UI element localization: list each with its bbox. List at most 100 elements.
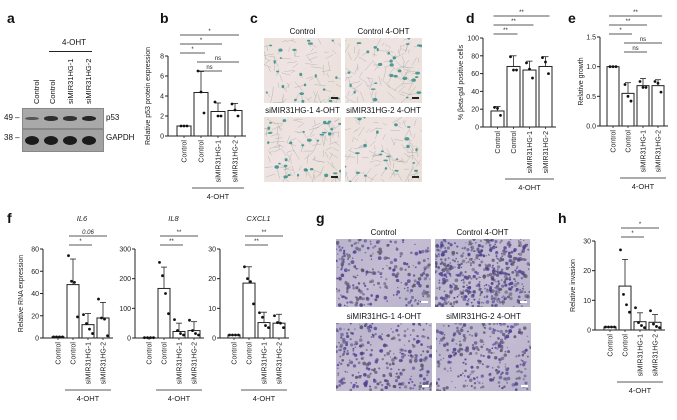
category-label: siMIR31HG-2 — [277, 342, 284, 385]
panel-label-b: b — [160, 10, 169, 26]
y-axis-label: Relative RNA expression — [18, 255, 25, 333]
data-point — [230, 102, 234, 106]
data-point — [628, 310, 631, 314]
data-point — [67, 254, 70, 258]
y-tick-label: 100 — [467, 36, 479, 43]
y-tick-label: 0 — [587, 328, 591, 335]
data-point — [143, 336, 146, 340]
category-label: siMIR31HG-2 — [656, 130, 663, 173]
group-label: 4-OHT — [207, 192, 230, 201]
invasion-image — [336, 239, 431, 307]
y-tick-label: 40 — [31, 291, 39, 298]
category-label: siMIR31HG-2 — [192, 342, 199, 385]
significance-label: * — [631, 231, 634, 237]
significance-label: ** — [626, 19, 631, 25]
data-point — [655, 325, 658, 328]
bar — [257, 322, 271, 339]
data-point — [73, 280, 76, 284]
blot-band — [82, 116, 96, 121]
significance-label: ns — [206, 65, 212, 71]
beta-gal-title: Control — [289, 27, 316, 36]
category-label: Control — [511, 131, 518, 154]
data-point — [629, 99, 633, 103]
y-tick-label: 20 — [208, 276, 216, 283]
bar — [506, 65, 521, 128]
blot-band — [44, 116, 58, 121]
y-axis-label: Relative p53 protein expression — [145, 47, 152, 145]
y-axis-label: % βeta-gal positive cells — [458, 44, 465, 120]
scale-bar — [421, 301, 428, 303]
beta-gal-image — [345, 117, 422, 182]
invasion-image — [336, 323, 432, 391]
data-point — [547, 72, 550, 75]
invasion-image-grid: Control Control 4-OHT siMIR31HG-1 4-OHT siM… — [0, 0, 531, 391]
invasion-title: siMIR31HG-2 4-OHT — [446, 312, 521, 321]
y-tick-label: 2 — [160, 114, 164, 121]
data-point — [528, 67, 531, 71]
data-point — [216, 114, 220, 118]
bar — [522, 69, 537, 128]
category-label: Control — [247, 342, 254, 365]
data-point — [91, 332, 94, 335]
data-point — [176, 329, 179, 332]
scale-bar — [331, 97, 338, 99]
data-point — [604, 325, 607, 329]
category-label: siMIR31HG-2 — [543, 131, 550, 174]
significance-label: * — [208, 29, 211, 35]
data-point — [213, 100, 217, 104]
category-label: siMIR31HG-1 — [177, 342, 184, 385]
data-point — [236, 114, 240, 118]
category-label: Control — [232, 342, 239, 365]
invasion-title: Control 4-OHT — [456, 228, 509, 237]
bar — [538, 65, 553, 128]
group-label: 4-OHT — [253, 394, 276, 403]
data-point — [611, 65, 615, 69]
data-point — [167, 312, 170, 316]
data-point — [656, 81, 660, 85]
data-point — [644, 86, 648, 89]
y-tick-label: 0 — [212, 336, 216, 343]
bar — [227, 110, 243, 137]
data-point — [499, 114, 502, 117]
beta-gal-title: siMIR31HG-1 4-OHT — [265, 106, 340, 115]
blot-band — [63, 136, 77, 145]
data-point — [261, 315, 264, 319]
category-label: Control — [608, 334, 615, 357]
data-point — [179, 332, 182, 335]
data-point — [100, 316, 103, 320]
data-point — [614, 65, 618, 69]
treatment-bracket — [49, 51, 92, 52]
scale-bar — [331, 176, 338, 178]
panel-label-d: d — [466, 10, 475, 26]
data-point — [638, 80, 642, 83]
significance-label: ** — [262, 230, 267, 236]
data-point — [185, 124, 189, 128]
panel-label-f: f — [7, 210, 12, 226]
category-label: Control — [623, 334, 630, 357]
y-tick-label: 30 — [583, 239, 591, 246]
western-blot-panel: 4-OHT Control Control siMIR31HG-1 siMIR31HG… — [0, 0, 150, 200]
data-point — [188, 318, 191, 322]
data-point — [249, 280, 252, 284]
data-point — [243, 265, 246, 269]
scale-bar — [412, 97, 419, 99]
data-point — [149, 336, 152, 340]
bar — [272, 322, 286, 339]
y-tick-label: 20 — [471, 107, 479, 114]
y-axis-label: Relative invasion — [570, 259, 577, 312]
data-point — [279, 321, 282, 325]
panel-label-e: e — [568, 10, 576, 26]
data-point — [525, 61, 528, 65]
category-label: Control — [199, 140, 206, 163]
data-point — [512, 68, 515, 72]
band-name: GAPDH — [106, 133, 135, 142]
significance-label: ** — [503, 28, 508, 34]
data-point — [643, 326, 646, 330]
y-tick-label: 40 — [471, 89, 479, 96]
data-point — [531, 76, 534, 80]
scale-bar — [422, 385, 429, 387]
category-label: siMIR31HG-1 — [527, 131, 534, 174]
data-point — [625, 303, 628, 307]
group-label: 4-OHT — [518, 183, 541, 192]
y-tick-label: 300 — [119, 247, 131, 254]
